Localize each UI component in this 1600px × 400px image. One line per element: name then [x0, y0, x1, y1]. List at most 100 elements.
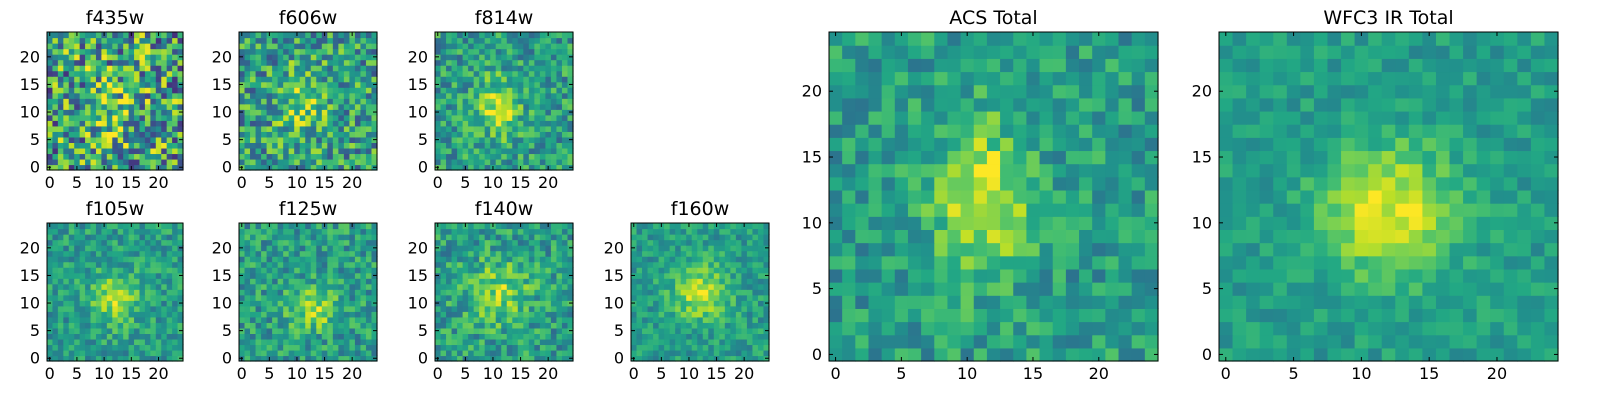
heatmap-cell: [139, 355, 146, 362]
heatmap-cell: [327, 147, 334, 155]
heatmap-cell: [134, 228, 141, 235]
heatmap-cell: [128, 300, 135, 307]
heatmap-cell: [446, 305, 453, 312]
heatmap-cell: [1052, 308, 1067, 323]
heatmap-cell: [881, 308, 896, 323]
heatmap-cell: [473, 54, 480, 61]
heatmap-cell: [172, 147, 179, 155]
heatmap-cell: [327, 305, 334, 312]
heatmap-cell: [829, 176, 843, 191]
heatmap-cell: [305, 338, 312, 346]
heatmap-cell: [250, 289, 257, 296]
x-tick-label: 15: [510, 173, 530, 192]
heatmap-cell: [90, 87, 97, 94]
heatmap-cell: [288, 32, 295, 39]
heatmap-cell: [283, 92, 290, 99]
heatmap-cell: [669, 223, 676, 230]
heatmap-cell: [479, 305, 486, 312]
heatmap-cell: [642, 234, 649, 241]
heatmap-cell: [144, 103, 151, 110]
heatmap-cell: [440, 48, 447, 55]
heatmap-cell: [90, 250, 97, 257]
heatmap-cell: [512, 338, 519, 346]
heatmap-cell: [95, 239, 102, 246]
heatmap-cell: [653, 261, 660, 268]
heatmap-cell: [360, 158, 367, 166]
heatmap-cell: [123, 153, 130, 160]
heatmap-cell: [255, 158, 262, 166]
heatmap-cell: [117, 158, 124, 166]
heatmap-cell: [881, 321, 896, 336]
heatmap-cell: [166, 54, 173, 61]
heatmap-cell: [947, 268, 962, 283]
heatmap-cell: [68, 223, 75, 230]
heatmap-cell: [697, 355, 704, 362]
heatmap-cell: [506, 355, 513, 362]
heatmap-cell: [528, 109, 535, 116]
heatmap-cell: [365, 164, 373, 171]
heatmap-cell: [501, 70, 508, 77]
heatmap-cell: [123, 245, 130, 252]
heatmap-cell: [730, 223, 737, 230]
heatmap-cell: [468, 114, 475, 121]
heatmap-cell: [117, 327, 124, 334]
heatmap-cell: [506, 223, 513, 230]
heatmap-cell: [134, 131, 141, 138]
heatmap-cell: [528, 120, 535, 127]
heatmap-cell: [332, 267, 339, 274]
heatmap-cell: [1105, 203, 1120, 217]
heatmap-cell: [757, 245, 765, 252]
heatmap-cell: [435, 316, 442, 323]
heatmap-cell: [686, 267, 693, 274]
heatmap-cell: [440, 153, 447, 160]
heatmap-cell: [691, 338, 698, 346]
heatmap-cell: [647, 316, 654, 323]
heatmap-cell: [349, 136, 356, 143]
heatmap-cell: [144, 59, 151, 66]
heatmap-cell: [523, 261, 530, 268]
heatmap-cell: [332, 239, 339, 246]
heatmap-cell: [338, 305, 345, 312]
heatmap-cell: [713, 338, 720, 346]
heatmap-cell: [128, 322, 135, 329]
heatmap-cell: [484, 81, 491, 88]
heatmap-cell: [506, 300, 513, 307]
heatmap-cell: [155, 48, 162, 55]
heatmap-cell: [57, 234, 64, 241]
heatmap-cell: [272, 272, 279, 279]
heatmap-cell: [63, 37, 70, 44]
heatmap-cell: [85, 147, 92, 155]
heatmap-cell: [90, 37, 97, 44]
heatmap-cell: [664, 338, 671, 346]
heatmap-cell: [973, 347, 988, 362]
heatmap-cell: [473, 114, 480, 121]
heatmap-cell: [332, 32, 339, 39]
heatmap-cell: [534, 349, 541, 357]
heatmap-cell: [166, 333, 173, 340]
heatmap-cell: [371, 223, 378, 230]
heatmap-cell: [90, 223, 97, 230]
heatmap-cell: [95, 32, 102, 39]
heatmap-cell: [490, 333, 497, 340]
heatmap-cell: [561, 250, 569, 257]
heatmap-cell: [52, 349, 59, 357]
heatmap-cell: [343, 147, 350, 155]
heatmap-cell: [117, 43, 124, 50]
heatmap-cell: [512, 120, 519, 127]
heatmap-cell: [545, 338, 552, 346]
heatmap-cell: [691, 278, 698, 285]
heatmap-cell: [95, 228, 102, 235]
x-tick-label: 10: [679, 364, 699, 383]
heatmap-cell: [101, 311, 108, 318]
heatmap-cell: [468, 32, 475, 39]
heatmap-cell: [354, 261, 362, 268]
heatmap-cell: [128, 76, 135, 83]
heatmap-cell: [261, 120, 268, 127]
heatmap-cell: [960, 334, 975, 349]
heatmap-cell: [343, 153, 350, 160]
heatmap-cell: [79, 54, 86, 61]
heatmap-cell: [517, 158, 524, 166]
heatmap-cell: [343, 92, 350, 99]
heatmap-cell: [506, 98, 513, 105]
heatmap-cell: [484, 316, 491, 323]
